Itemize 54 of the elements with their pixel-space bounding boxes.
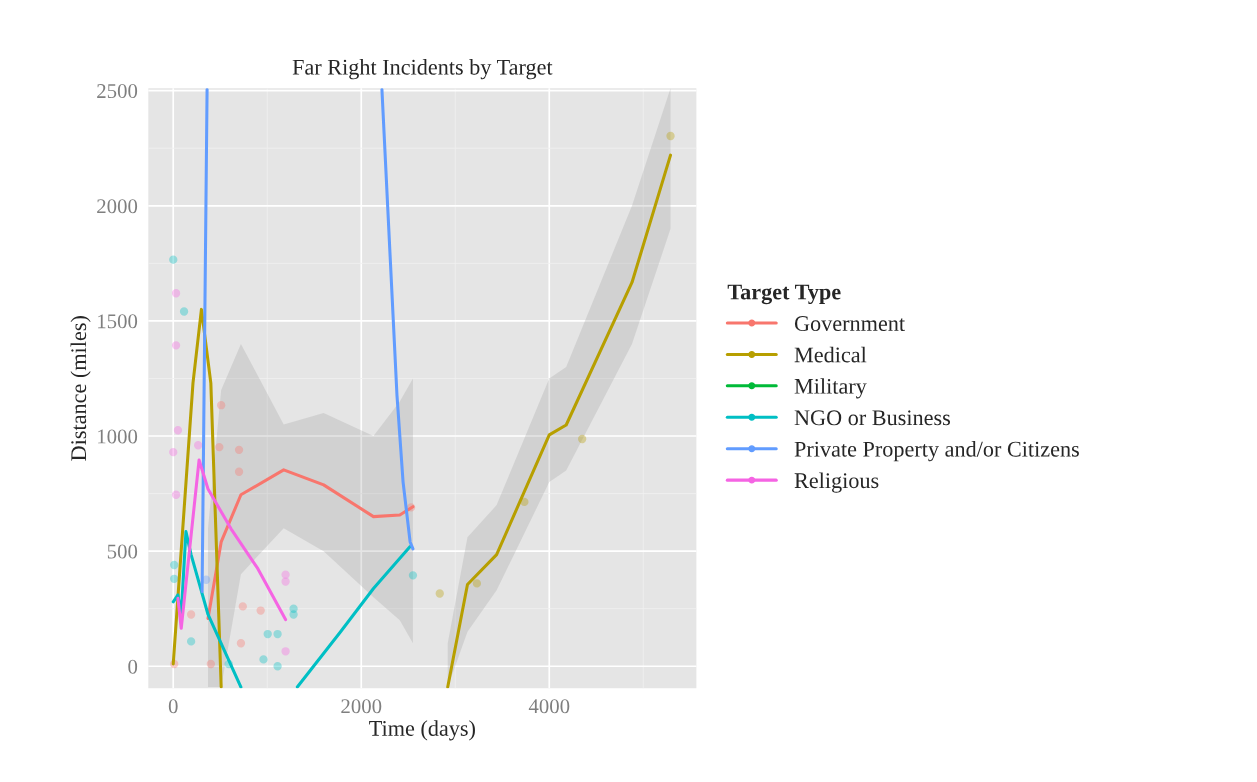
point <box>186 610 196 619</box>
point <box>259 655 268 664</box>
x-tick-label: 0 <box>168 699 178 714</box>
point <box>169 255 178 264</box>
line-series <box>176 458 288 630</box>
legend-label: Religious <box>794 472 879 493</box>
point <box>169 447 178 457</box>
point <box>171 341 181 350</box>
y-tick-label: 500 <box>107 544 138 559</box>
point <box>281 647 290 656</box>
point <box>217 401 226 410</box>
point <box>171 289 181 298</box>
legend-label: Military <box>794 378 867 399</box>
point <box>435 589 444 598</box>
y-tick-label: 2500 <box>97 84 138 99</box>
legend-label: Medical <box>794 346 867 363</box>
point <box>289 610 298 619</box>
point <box>173 426 183 435</box>
point <box>256 606 265 615</box>
point <box>408 571 418 580</box>
legend-title: Target Type <box>727 284 841 305</box>
point <box>179 307 189 316</box>
y-axis-title: Distance (miles) <box>70 316 91 461</box>
point <box>215 442 224 452</box>
point <box>186 637 196 646</box>
x-axis-title: Time (days) <box>369 720 475 741</box>
point <box>170 560 179 570</box>
point <box>236 639 246 648</box>
point <box>234 467 244 476</box>
legend-label: NGO or Business <box>794 410 950 426</box>
y-tick-label: 1500 <box>98 314 138 329</box>
line-series <box>206 468 415 620</box>
point <box>206 659 216 669</box>
point <box>281 577 290 586</box>
point <box>238 602 247 611</box>
y-tick-label: 0 <box>128 659 138 674</box>
point <box>472 579 482 588</box>
point <box>170 574 179 583</box>
point <box>193 441 203 450</box>
point <box>171 490 181 499</box>
point <box>577 434 587 444</box>
point <box>263 629 272 639</box>
y-tick-label: 1000 <box>98 429 138 444</box>
point <box>273 662 282 671</box>
point <box>234 445 244 455</box>
chart-title: Far Right Incidents by Target <box>292 59 553 80</box>
point <box>281 570 290 579</box>
point <box>666 131 675 141</box>
x-tick-label: 2000 <box>341 699 382 714</box>
legend-label: Private Property and/or Citizens <box>794 441 1079 462</box>
legend-label: Government <box>794 316 905 332</box>
y-tick-label: 2000 <box>97 199 138 214</box>
point <box>273 629 282 639</box>
x-tick-label: 4000 <box>528 699 570 714</box>
